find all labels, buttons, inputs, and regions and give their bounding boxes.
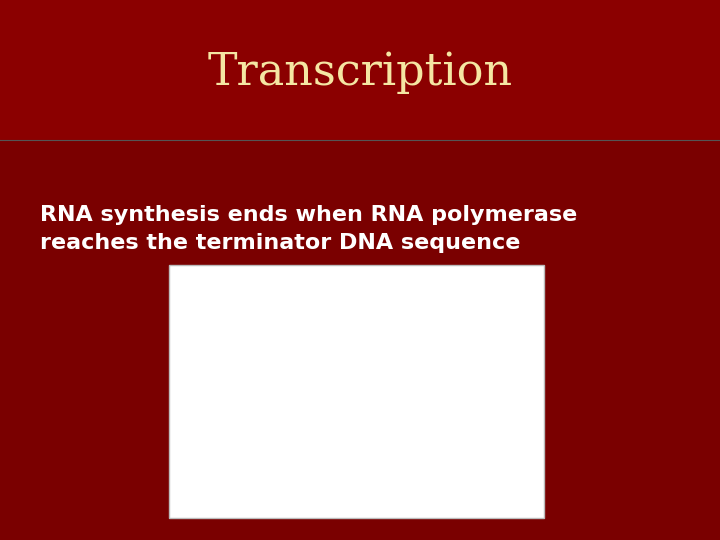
Text: RNA synthesis ends when RNA polymerase
reaches the terminator DNA sequence: RNA synthesis ends when RNA polymerase r… (40, 205, 577, 253)
Text: Completed RNA: Completed RNA (268, 487, 372, 500)
Ellipse shape (374, 369, 448, 431)
Text: Terminator
DNA: Terminator DNA (413, 286, 477, 349)
Ellipse shape (387, 380, 415, 403)
Polygon shape (430, 387, 459, 412)
Text: Transcription: Transcription (207, 51, 513, 94)
